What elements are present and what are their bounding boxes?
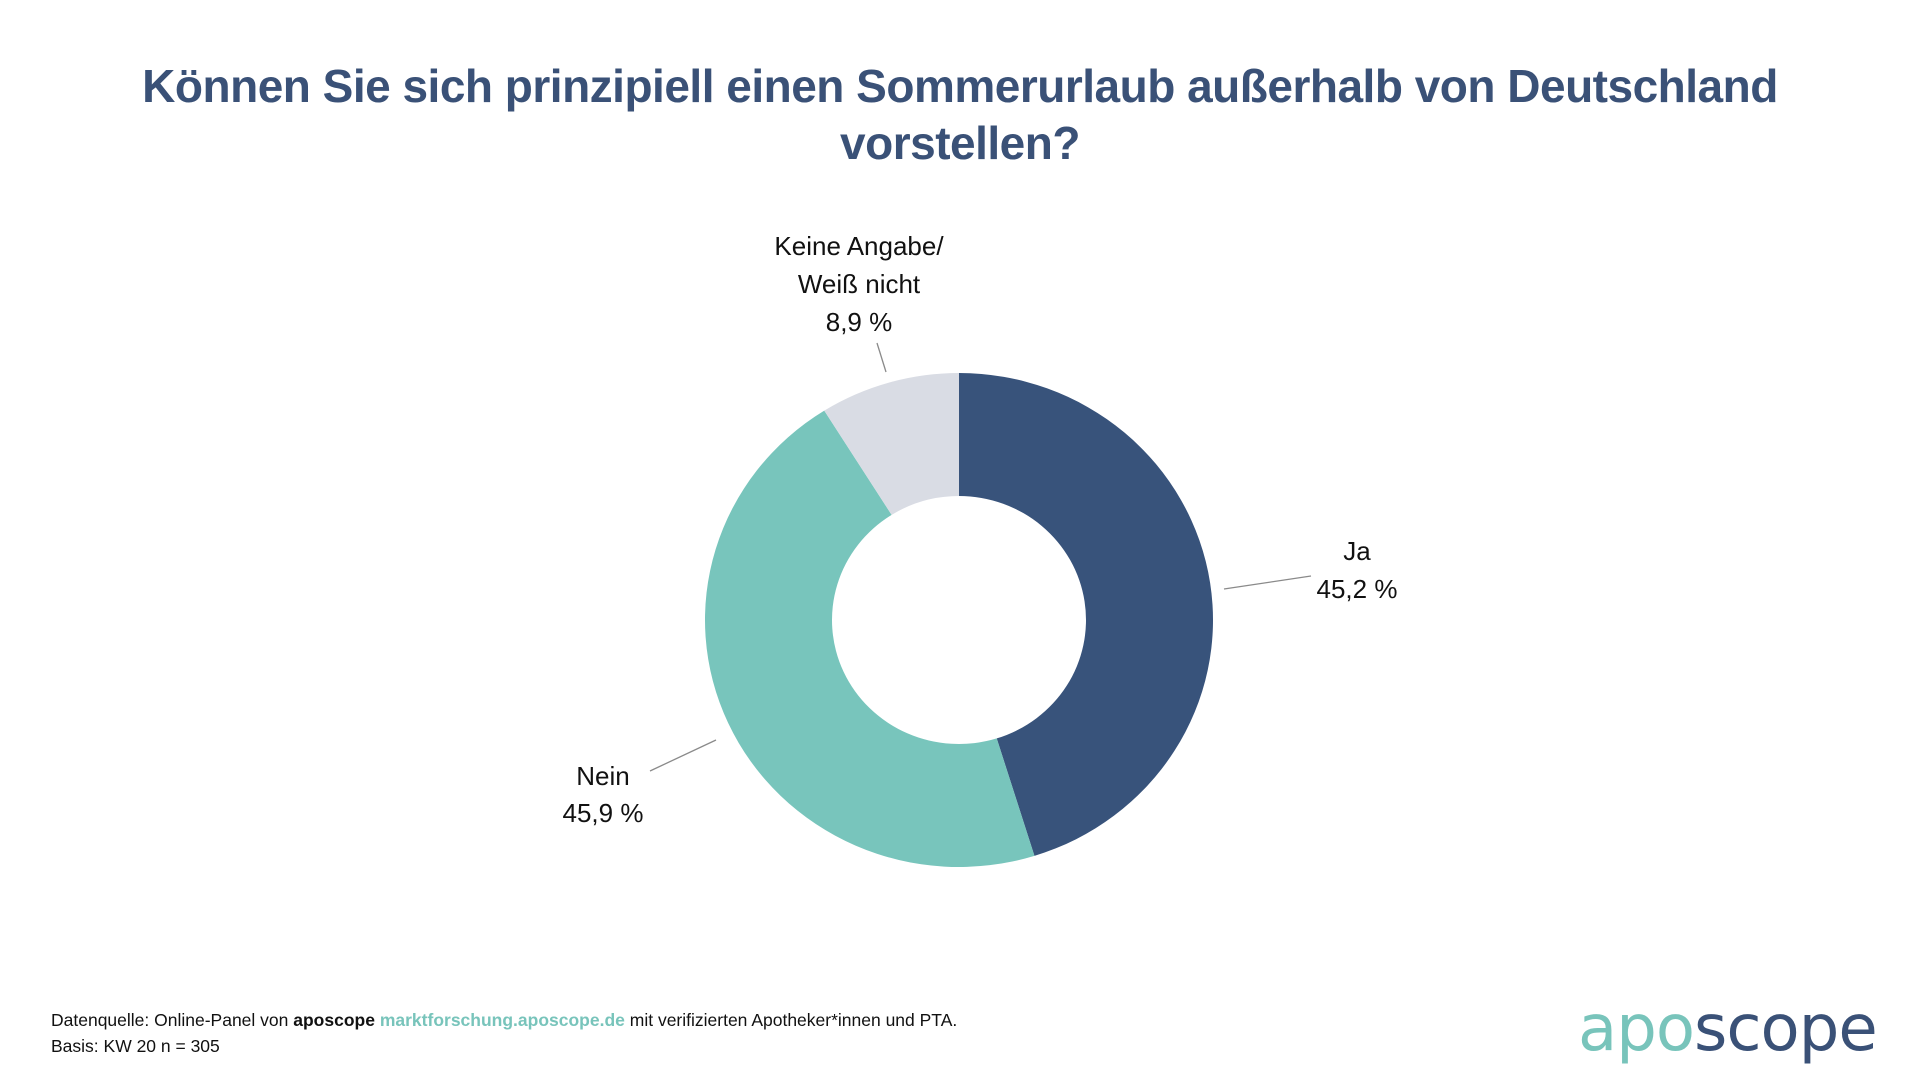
- data-label-value-2: 8,9 %: [826, 307, 893, 337]
- footer-source-line: Datenquelle: Online-Panel von aposcope m…: [51, 1007, 957, 1033]
- leader-line-0: [1223, 575, 1312, 590]
- logo-apo: apo: [1578, 992, 1695, 1066]
- leader-line-2: [876, 342, 887, 373]
- leader-lines: [649, 342, 1312, 772]
- slice-keine-angabe-weiß-nicht: [824, 373, 959, 515]
- footer-brand: aposcope: [293, 1010, 375, 1030]
- footer-source-prefix: Datenquelle: Online-Panel von: [51, 1010, 294, 1030]
- footer-basis-line: Basis: KW 20 n = 305: [51, 1036, 220, 1056]
- logo-scope: scope: [1694, 992, 1878, 1066]
- data-label-name-2: Keine Angabe/: [774, 231, 944, 261]
- aposcope-logo: aposcope: [1578, 992, 1878, 1066]
- donut-slices: [704, 373, 1214, 867]
- data-label-value-1: 45,9 %: [563, 798, 644, 828]
- data-label-name-2: Weiß nicht: [798, 269, 921, 299]
- chart-title-line-1: Können Sie sich prinzipiell einen Sommer…: [142, 60, 1778, 112]
- chart-title-line-2: vorstellen?: [840, 117, 1080, 169]
- footer-source-suffix: mit verifizierten Apotheker*innen und PT…: [624, 1010, 958, 1030]
- footer-url-link[interactable]: marktforschung.aposcope.de: [379, 1010, 625, 1030]
- leader-line-1: [649, 739, 717, 772]
- slice-ja: [959, 373, 1214, 856]
- chart-title: Können Sie sich prinzipiell einen Sommer…: [0, 58, 1920, 172]
- footer: Datenquelle: Online-Panel von aposcope m…: [51, 1007, 957, 1059]
- slice-labels: Ja 45,2 % Nein 45,9 % Keine Angabe/Weiß nich…: [563, 231, 1398, 828]
- data-label-name-1: Nein: [576, 761, 629, 791]
- data-label-value-0: 45,2 %: [1317, 574, 1398, 604]
- slice-nein: [704, 410, 1035, 867]
- data-label-name-0: Ja: [1343, 536, 1371, 566]
